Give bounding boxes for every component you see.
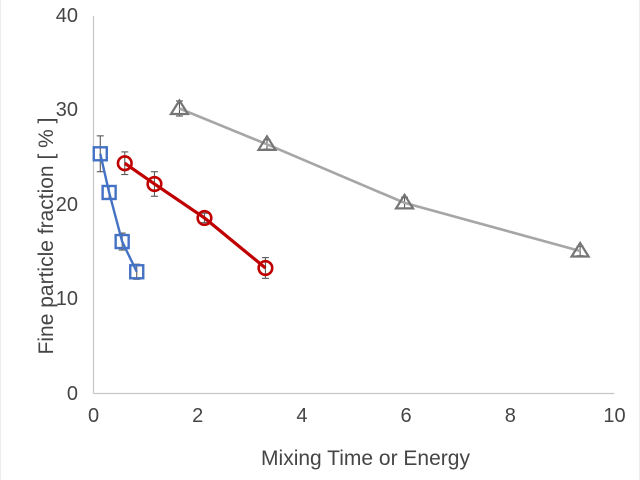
circle-marker	[196, 209, 213, 227]
y-tick-label: 20	[55, 193, 78, 216]
triangle-marker	[394, 192, 416, 210]
square-marker	[129, 264, 145, 280]
y-axis-title: Fine particle fraction [ % ]	[35, 117, 58, 355]
y-tick-label: 0	[66, 382, 78, 405]
circle-marker	[116, 155, 133, 172]
x-tick-label: 8	[504, 405, 516, 427]
circle-marker	[146, 175, 163, 193]
x-tick-label: 0	[87, 405, 100, 427]
x-tick-label: 2	[192, 405, 204, 427]
x-axis-title: Mixing Time or Energy	[261, 447, 470, 470]
gray-triangle-series-line	[178, 107, 581, 253]
circle-marker	[257, 259, 274, 277]
triangle-marker	[569, 240, 591, 258]
triangle-marker	[168, 98, 190, 116]
red-circle-series-line	[123, 161, 267, 270]
triangle-marker	[256, 134, 278, 151]
x-tick-label: 10	[603, 405, 626, 427]
x-tick-label: 4	[296, 405, 308, 427]
square-marker	[92, 146, 108, 162]
square-marker	[101, 184, 117, 201]
y-tick-label: 40	[55, 5, 78, 27]
square-marker	[114, 233, 130, 250]
x-tick-label: 6	[400, 405, 412, 427]
y-tick-label: 10	[55, 288, 78, 311]
y-tick-label: 30	[55, 99, 78, 122]
blue-square-series-line	[99, 153, 138, 273]
